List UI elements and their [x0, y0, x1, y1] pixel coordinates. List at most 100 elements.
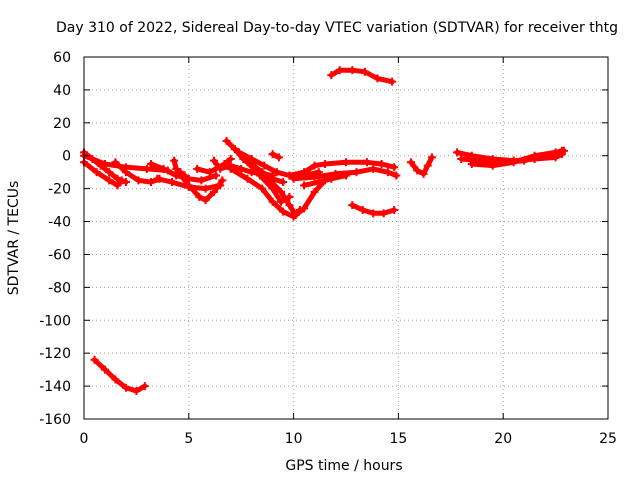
- x-tick-label: 5: [184, 431, 193, 447]
- series-arc-o: [247, 159, 288, 187]
- x-tick-label: 20: [494, 431, 512, 447]
- data-point: [100, 159, 109, 168]
- data-point: [327, 71, 336, 80]
- y-tick-label: -120: [39, 346, 71, 362]
- data-point: [457, 155, 466, 164]
- data-point: [147, 178, 156, 187]
- series-arc-low: [90, 355, 149, 396]
- data-point: [268, 174, 277, 183]
- data-point: [268, 184, 277, 193]
- data-point: [226, 164, 235, 173]
- data-point: [180, 171, 189, 180]
- data-point: [235, 148, 244, 157]
- data-point: [285, 192, 294, 201]
- data-point: [413, 166, 422, 175]
- grid-layer: [84, 57, 608, 419]
- data-point: [289, 212, 298, 221]
- data-point: [216, 181, 225, 190]
- data-point: [348, 201, 357, 210]
- data-point: [379, 209, 388, 218]
- data-point: [201, 196, 210, 205]
- data-point: [268, 197, 277, 206]
- data-point: [373, 74, 382, 83]
- data-point: [92, 168, 101, 177]
- data-point: [369, 164, 378, 173]
- data-point: [369, 209, 378, 218]
- tick-layer: 0 5 10 15 20 25 -160 -140 -120 -100 -80 -60 -40 -20 0 2…: [39, 50, 617, 447]
- y-tick-label: -100: [39, 313, 71, 329]
- data-point: [300, 181, 309, 190]
- series-arc-s: [348, 201, 399, 218]
- y-tick-label: -140: [39, 379, 71, 395]
- plot-frame: [83, 56, 609, 420]
- y-tick-label: -80: [48, 280, 71, 296]
- data-point: [300, 168, 309, 177]
- data-point: [170, 156, 179, 165]
- data-point: [530, 151, 539, 160]
- data-point: [117, 176, 126, 185]
- y-tick-label: -20: [48, 182, 71, 198]
- data-point: [272, 168, 281, 177]
- data-point: [142, 164, 151, 173]
- data-point: [277, 187, 286, 196]
- y-axis-label: SDTVAR / TECUs: [6, 181, 22, 296]
- data-point: [310, 161, 319, 170]
- data-point: [352, 168, 361, 177]
- data-point: [327, 174, 336, 183]
- data-point: [100, 365, 109, 374]
- data-point: [423, 161, 432, 170]
- data-point: [419, 169, 428, 178]
- data-point: [258, 168, 267, 177]
- data-point: [260, 161, 269, 170]
- y-tick-label: 0: [62, 149, 71, 165]
- data-point: [348, 66, 357, 75]
- data-point: [258, 184, 267, 193]
- series-arc-x: [467, 146, 568, 170]
- data-point: [310, 173, 319, 182]
- data-point: [172, 164, 181, 173]
- data-point: [193, 164, 202, 173]
- data-point: [134, 176, 143, 185]
- data-layer: [80, 66, 568, 396]
- data-point: [111, 158, 120, 167]
- data-point: [453, 148, 462, 157]
- data-point: [176, 168, 185, 177]
- series-line: [249, 161, 286, 185]
- series-arc-r: [300, 171, 350, 190]
- data-point: [335, 66, 344, 75]
- y-tick-label: 40: [53, 83, 71, 99]
- data-point: [488, 161, 497, 170]
- x-tick-label: 25: [599, 431, 617, 447]
- data-point: [105, 168, 114, 177]
- data-point: [147, 159, 156, 168]
- data-point: [111, 375, 120, 384]
- data-point: [279, 207, 288, 216]
- data-point: [310, 187, 319, 196]
- data-point: [314, 178, 323, 187]
- data-point: [321, 159, 330, 168]
- data-point: [113, 181, 122, 190]
- data-point: [551, 148, 560, 157]
- series-arc-u: [406, 153, 436, 178]
- data-point: [285, 201, 294, 210]
- data-point: [342, 158, 350, 167]
- series-line: [175, 169, 225, 203]
- data-point: [268, 150, 277, 159]
- data-point: [121, 168, 130, 177]
- series-arc-m: [226, 164, 304, 221]
- series-arc-p: [285, 158, 399, 180]
- data-point: [406, 158, 415, 167]
- data-point: [197, 176, 206, 185]
- data-point: [243, 174, 252, 183]
- y-tick-label: -40: [48, 215, 71, 231]
- data-point: [279, 178, 288, 187]
- data-point: [377, 159, 386, 168]
- y-tick-label: 60: [53, 50, 71, 66]
- data-point: [289, 174, 298, 183]
- series-arc-h: [170, 156, 189, 180]
- data-point: [342, 171, 350, 180]
- data-point: [201, 184, 210, 193]
- data-point: [212, 171, 221, 180]
